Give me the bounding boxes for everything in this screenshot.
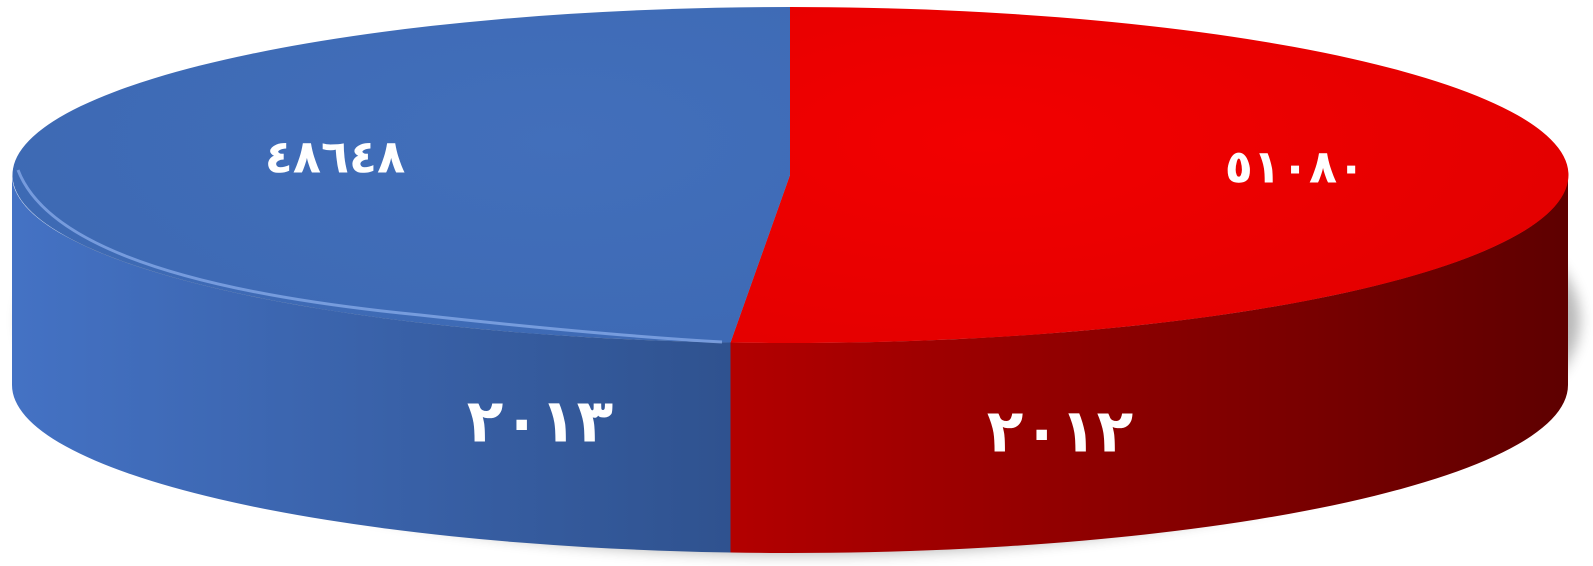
pie-side-2013 bbox=[12, 175, 731, 553]
pie-sides bbox=[12, 175, 1568, 553]
slice-value-2012: ٥١٠٨٠ bbox=[1225, 140, 1365, 194]
pie-side-2012 bbox=[730, 175, 1568, 553]
rim-highlight bbox=[16, 169, 723, 344]
slice-label-2013: ٢٠١٣ bbox=[467, 387, 613, 457]
pie-slice-2012 bbox=[730, 6, 1569, 343]
slice-label-2012: ٢٠١٢ bbox=[987, 397, 1133, 467]
slice-value-2013: ٤٨٦٤٨ bbox=[265, 130, 405, 184]
pie-tops bbox=[12, 6, 1569, 343]
pie-slice-2013 bbox=[12, 7, 790, 343]
